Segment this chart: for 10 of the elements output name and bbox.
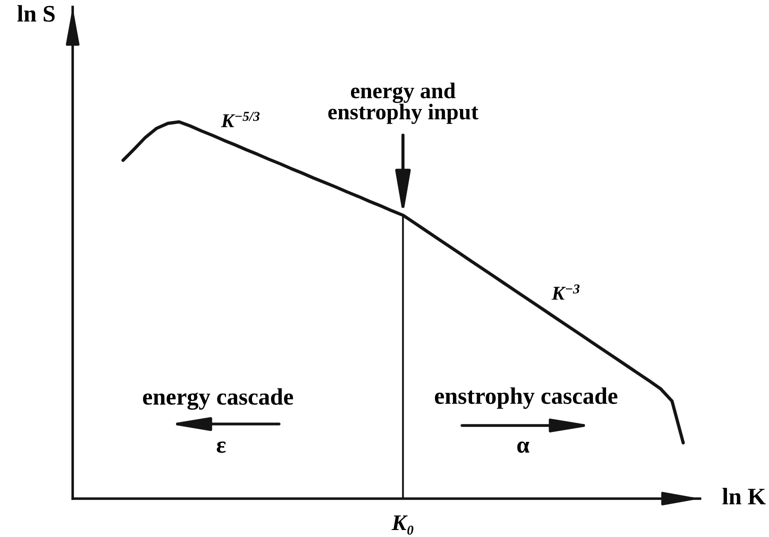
annotation: K$^{−5/3}$ [221, 112, 260, 128]
annotation: enstrophy cascade [434, 387, 618, 409]
annotation: α [517, 442, 530, 453]
x-axis-title: ln K [722, 488, 766, 504]
annotation: energy cascade [143, 388, 294, 410]
text: K₀ [392, 515, 414, 535]
annotation: K$^{−3}$ [552, 284, 580, 300]
annotation: ε [216, 442, 226, 453]
y-axis-title: ln S [17, 5, 55, 22]
annotation: energy and enstrophy input [328, 82, 478, 124]
